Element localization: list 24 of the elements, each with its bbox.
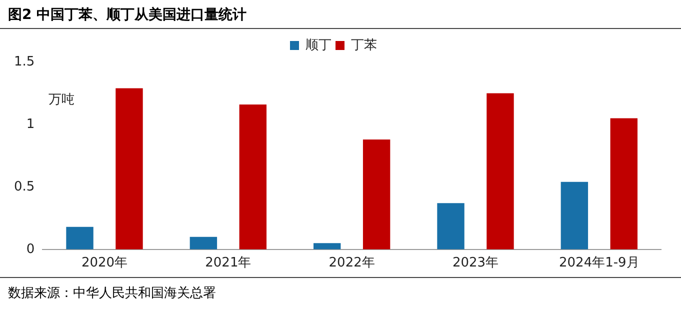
bar [116, 88, 143, 250]
chart-title: 图2 中国丁苯、顺丁从美国进口量统计 [0, 0, 681, 29]
bar [314, 243, 341, 250]
x-tick-label: 2020年 [81, 256, 128, 271]
legend-label: 顺丁 [306, 38, 332, 53]
y-tick-label: 0.5 [14, 179, 35, 194]
bar [66, 226, 94, 250]
y-axis-title: 万吨 [48, 92, 75, 108]
bar [437, 203, 464, 250]
x-tick-label: 2024年1-9月 [559, 256, 640, 271]
bar [560, 182, 588, 250]
bar [610, 118, 638, 250]
x-tick-label: 2023年 [452, 256, 499, 271]
x-tick-label: 2021年 [205, 256, 252, 271]
legend-label: 丁苯 [351, 38, 377, 53]
y-tick-label: 0 [26, 242, 35, 257]
bar [486, 93, 514, 250]
y-tick-label: 1.5 [14, 54, 35, 70]
y-tick-label: 1 [26, 116, 35, 132]
bar [362, 139, 390, 250]
bar [190, 236, 218, 250]
bar [239, 104, 267, 250]
x-tick-label: 2022年 [328, 256, 375, 271]
source-note: 数据来源：中华人民共和国海关总署 [8, 286, 216, 301]
